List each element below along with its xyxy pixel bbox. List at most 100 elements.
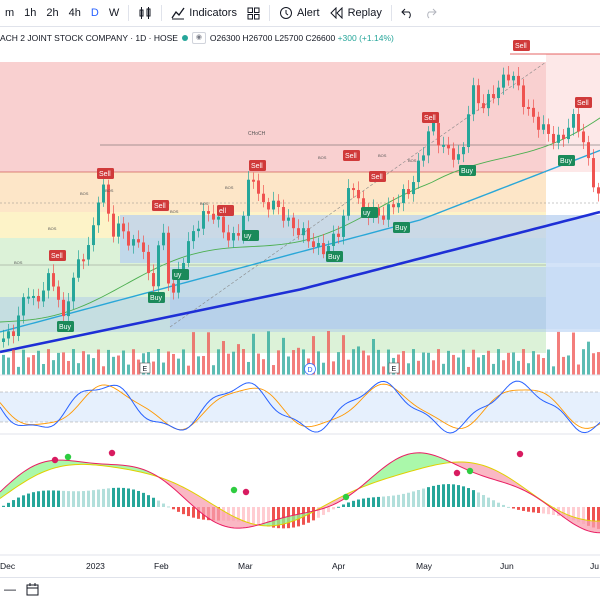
- volume-bar: [487, 350, 490, 375]
- sell-signal-tag[interactable]: Sell: [575, 97, 592, 108]
- sell-signal-tag[interactable]: Sell: [249, 160, 266, 171]
- symbol-title[interactable]: ACH 2 JOINT STOCK COMPANY · 1D · HOSE: [0, 33, 178, 43]
- macd-histogram-bar: [542, 507, 545, 514]
- candle: [22, 293, 25, 324]
- ma-short-line: [0, 117, 600, 323]
- sell-signal-tag[interactable]: Sell: [97, 168, 114, 179]
- buy-signal-tag[interactable]: uy: [172, 269, 189, 280]
- sell-signal-tag[interactable]: Sell: [152, 200, 169, 211]
- volume-bar: [112, 356, 115, 375]
- volume-bar: [537, 354, 540, 375]
- event-marker-e2[interactable]: E: [388, 362, 400, 374]
- macd-histogram-bar: [597, 507, 600, 529]
- sell-signal-tag[interactable]: Sell: [343, 150, 360, 161]
- candle: [427, 126, 430, 164]
- macd-cloud: [72, 460, 75, 465]
- macd-histogram-bar: [362, 498, 365, 507]
- event-marker-d[interactable]: D: [304, 363, 316, 375]
- candle: [392, 196, 395, 215]
- macd-cloud: [492, 468, 495, 480]
- undo-icon: [401, 8, 411, 18]
- change-value: +300 (+1.14%): [337, 33, 394, 43]
- buy-signal-tag[interactable]: Buy: [326, 251, 343, 262]
- macd-cloud: [291, 515, 294, 522]
- candle: [512, 71, 515, 89]
- macd-cloud: [246, 521, 249, 528]
- macd-cloud: [27, 467, 30, 481]
- visibility-icon[interactable]: ◉: [191, 32, 206, 44]
- buy-signal-tag[interactable]: uy: [361, 207, 378, 218]
- chart-type-button[interactable]: [133, 0, 157, 27]
- candle: [212, 204, 215, 224]
- macd-line: [0, 452, 600, 534]
- volume-bar: [312, 336, 315, 375]
- macd-cloud: [216, 506, 219, 525]
- collapse-button[interactable]: —: [4, 582, 16, 596]
- macd-histogram-bar: [237, 507, 240, 522]
- candle: [127, 222, 130, 251]
- candle: [447, 136, 450, 155]
- buy-signal-tag[interactable]: Buy: [459, 165, 476, 176]
- candle: [157, 240, 160, 295]
- volume-bar: [237, 344, 240, 375]
- sell-signal-tag[interactable]: ell: [217, 205, 234, 216]
- interval-2h[interactable]: 2h: [46, 7, 59, 19]
- macd-cloud: [498, 471, 501, 482]
- candle: [7, 324, 10, 346]
- replay-button[interactable]: Replay: [325, 0, 387, 27]
- macd-histogram-bar: [127, 488, 130, 507]
- sell-signal-tag[interactable]: Sell: [369, 171, 386, 182]
- buy-signal-tag[interactable]: uy: [242, 230, 259, 241]
- macd-cloud: [222, 510, 225, 527]
- calendar-icon[interactable]: [26, 582, 40, 596]
- interval-minute[interactable]: m: [5, 7, 15, 19]
- sell-signal-tag[interactable]: Sell: [513, 40, 530, 51]
- buy-signal-tag[interactable]: Buy: [393, 222, 410, 233]
- macd-cloud: [366, 479, 369, 486]
- macd-histogram-bar: [412, 491, 415, 507]
- macd-histogram-bar: [122, 487, 125, 507]
- candle: [417, 152, 420, 189]
- price-chart[interactable]: CHoCH SellSellSellellSellSellSellSellSel…: [0, 27, 600, 577]
- macd-histogram-bar: [82, 491, 85, 507]
- macd-cloud: [591, 520, 594, 533]
- indicators-button[interactable]: Indicators: [166, 0, 242, 27]
- macd-cloud: [429, 453, 432, 467]
- macd-cloud: [60, 460, 63, 467]
- volume-bar: [177, 358, 180, 375]
- volume-bar: [272, 365, 275, 375]
- interval-w[interactable]: W: [108, 7, 120, 19]
- macd-histogram-bar: [392, 495, 395, 507]
- bos-label: BOS: [225, 185, 234, 190]
- buy-signal-tag[interactable]: Buy: [148, 292, 165, 303]
- macd-histogram-bar: [482, 495, 485, 507]
- candle: [332, 225, 335, 253]
- interval-d[interactable]: D: [90, 7, 99, 19]
- macd-cloud: [285, 516, 288, 524]
- sell-signal-tag[interactable]: Sell: [422, 112, 439, 123]
- sell-signal-tag[interactable]: Sell: [49, 250, 66, 261]
- macd-cloud: [123, 465, 126, 470]
- candle: [567, 118, 570, 144]
- candle: [117, 216, 120, 244]
- macd-histogram-bar: [562, 507, 565, 518]
- alert-button[interactable]: Alert: [274, 0, 325, 27]
- candle: [132, 234, 135, 254]
- macd-histogram-bar: [62, 490, 65, 507]
- macd-cloud: [378, 469, 381, 482]
- svg-text:Sell: Sell: [154, 203, 166, 210]
- open-value: O26300: [209, 33, 241, 43]
- event-marker-e1[interactable]: E: [139, 362, 151, 374]
- templates-button[interactable]: [242, 0, 265, 27]
- macd-histogram-bar: [162, 503, 165, 507]
- buy-signal-tag[interactable]: Buy: [558, 155, 575, 166]
- svg-text:Sell: Sell: [251, 163, 263, 170]
- macd-histogram-bar: [117, 487, 120, 507]
- interval-4h[interactable]: 4h: [68, 7, 81, 19]
- interval-1h[interactable]: 1h: [24, 7, 37, 19]
- redo-button[interactable]: [419, 0, 442, 27]
- undo-button[interactable]: [396, 0, 419, 27]
- macd-cloud: [183, 487, 186, 500]
- buy-signal-tag[interactable]: Buy: [57, 321, 74, 332]
- volume-bar: [337, 352, 340, 375]
